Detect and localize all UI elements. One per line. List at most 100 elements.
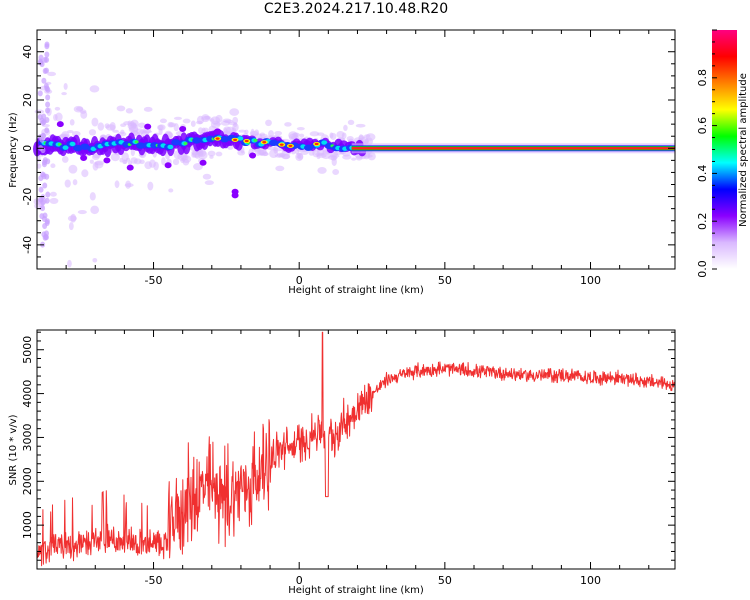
spectrogram-halo-cell bbox=[295, 152, 304, 162]
spectrogram-halo-cell bbox=[121, 152, 129, 161]
snr-ytick-label: 2000 bbox=[21, 467, 34, 495]
spectrogram-ticks: -50 0 50 100 -40 -20 0 20 40 bbox=[21, 30, 675, 287]
spectrogram-halo-cell bbox=[72, 179, 78, 186]
spectrogram-halo-cell bbox=[94, 161, 104, 169]
spectrogram-edge-cell bbox=[41, 77, 47, 84]
spectrogram-edge-cell bbox=[39, 117, 45, 124]
spectrogram-core-cell bbox=[253, 138, 258, 142]
colorbar-tick-label: 0.6 bbox=[696, 117, 709, 135]
spectrogram-halo-cell bbox=[63, 82, 68, 90]
spectrogram-edge-cell bbox=[45, 94, 51, 101]
spectrogram-halo-cell bbox=[148, 159, 156, 168]
colorbar-tick-label: 0.8 bbox=[696, 69, 709, 87]
colorbar-tick-label: 0.4 bbox=[696, 165, 709, 183]
spectrogram-halo-cell bbox=[265, 119, 272, 127]
spectrogram-edge-cell bbox=[40, 205, 46, 212]
spectrogram-halo-cell bbox=[143, 106, 153, 112]
spectrogram-core-cell bbox=[62, 145, 69, 150]
spectrogram-halo-cell bbox=[222, 118, 232, 123]
colorbar-tick-label: 0.0 bbox=[696, 260, 709, 278]
spectrogram-edge-cell bbox=[44, 197, 50, 204]
spectrogram-xtick-label: 0 bbox=[296, 274, 303, 287]
spectrogram-halo-cell bbox=[198, 127, 204, 134]
spectrogram-edge-cell bbox=[44, 218, 50, 225]
spectrogram-ytick-label: -40 bbox=[21, 236, 34, 254]
spectrogram-halo-cell bbox=[105, 124, 116, 131]
spectrogram-core-cell bbox=[122, 141, 132, 148]
spectrogram-halo-cell bbox=[329, 132, 337, 140]
spectrogram-halo-cell bbox=[36, 163, 42, 169]
spectrogram-halo-cell bbox=[66, 130, 74, 134]
spectrogram-halo-cell bbox=[358, 134, 364, 142]
spectrogram-halo-cell bbox=[68, 222, 74, 231]
snr-panel: -50 0 50 100 1000 2000 3000 4000 5000 Height of … bbox=[8, 329, 676, 596]
spectrogram-halo-cell bbox=[122, 159, 128, 164]
spectrogram-core-cell bbox=[206, 135, 216, 143]
spectrogram-edge-cell bbox=[41, 161, 47, 168]
spectrogram-edge-cell bbox=[42, 68, 48, 75]
spectrogram-core-cell bbox=[167, 144, 174, 150]
spectrogram-ylabel: Frequency (Hz) bbox=[8, 112, 19, 188]
spectrogram-halo-cell bbox=[159, 118, 167, 124]
spectrogram-halo-cell bbox=[89, 85, 100, 93]
spectrogram-halo-cell bbox=[198, 149, 204, 157]
spectrogram-core-cell bbox=[150, 142, 160, 149]
spectrogram-halo-cell bbox=[355, 123, 366, 128]
spectrogram-halo-cell bbox=[255, 147, 261, 157]
spectrogram-halo-cell bbox=[282, 153, 290, 160]
spectrogram-halo-cell bbox=[161, 157, 166, 166]
spectrogram-core-cell bbox=[269, 139, 279, 147]
spectrogram-core-cell bbox=[192, 137, 202, 144]
spectrogram-halo-cell bbox=[355, 155, 363, 161]
spectrogram-edge-cell bbox=[44, 85, 50, 92]
snr-ytick-label: 1000 bbox=[21, 511, 34, 539]
spectrogram-halo-cell bbox=[47, 71, 57, 77]
spectrogram-halo-cell bbox=[209, 155, 214, 159]
spectrogram-halo-cell bbox=[67, 215, 77, 222]
spectrogram-halo-cell bbox=[172, 158, 180, 166]
spectrogram-blob bbox=[144, 123, 152, 130]
spectrogram-core-cell bbox=[57, 142, 62, 146]
spectrogram-halo-cell bbox=[77, 210, 87, 215]
spectrogram-edge-cell bbox=[38, 134, 44, 141]
spectrogram-blob bbox=[164, 162, 172, 169]
spectrogram-halo-cell bbox=[238, 129, 247, 133]
spectrogram-peak-cell bbox=[288, 144, 293, 148]
colorbar-label: Normalized spectral amplitude bbox=[738, 73, 749, 227]
spectrogram-edge-cell bbox=[37, 90, 43, 97]
spectrogram-edge-cell bbox=[44, 127, 50, 134]
spectrogram-core-cell bbox=[136, 142, 146, 149]
spectrogram-xtick-label: 100 bbox=[580, 274, 601, 287]
spectrogram-halo-cell bbox=[210, 116, 221, 125]
spectrogram-halo-cell bbox=[89, 192, 96, 201]
spectrogram-halo-cell bbox=[332, 169, 340, 175]
spectrogram-peak-cell bbox=[262, 141, 267, 144]
spectrogram-halo-cell bbox=[250, 128, 255, 137]
snr-xtick-label: 50 bbox=[438, 574, 452, 587]
spectrogram-ytick-label: 20 bbox=[21, 93, 34, 107]
spectrogram-halo-cell bbox=[69, 119, 75, 126]
spectrogram-edge-cell bbox=[38, 186, 44, 193]
colorbar-tick-label: 0.2 bbox=[696, 212, 709, 230]
spectrogram-core-cell bbox=[237, 136, 244, 141]
spectrogram-core-cell bbox=[183, 141, 188, 145]
spectrogram-halo-cell bbox=[201, 114, 210, 123]
spectrogram-halo-cell bbox=[309, 131, 320, 137]
spectrogram-halo-cell bbox=[232, 116, 239, 124]
spectrogram-core-cell bbox=[321, 140, 328, 145]
spectrogram-blob bbox=[56, 121, 64, 128]
spectrogram-halo-cell bbox=[89, 159, 94, 164]
snr-xtick-label: 0 bbox=[296, 574, 303, 587]
spectrogram-blob bbox=[249, 152, 257, 159]
spectrogram-edge-cell bbox=[40, 194, 46, 201]
spectrogram-core-cell bbox=[304, 144, 314, 151]
spectrogram-halo-cell bbox=[202, 173, 212, 180]
spectrogram-halo-cell bbox=[268, 130, 274, 138]
snr-xtick-label: 100 bbox=[580, 574, 601, 587]
spectrogram-halo-cell bbox=[50, 163, 56, 168]
spectrogram-marks bbox=[33, 41, 675, 268]
spectrogram-halo-cell bbox=[123, 121, 131, 126]
spectrogram-halo-cell bbox=[54, 106, 61, 111]
spectrogram-halo-cell bbox=[112, 129, 119, 133]
spectrogram-halo-cell bbox=[90, 205, 100, 215]
